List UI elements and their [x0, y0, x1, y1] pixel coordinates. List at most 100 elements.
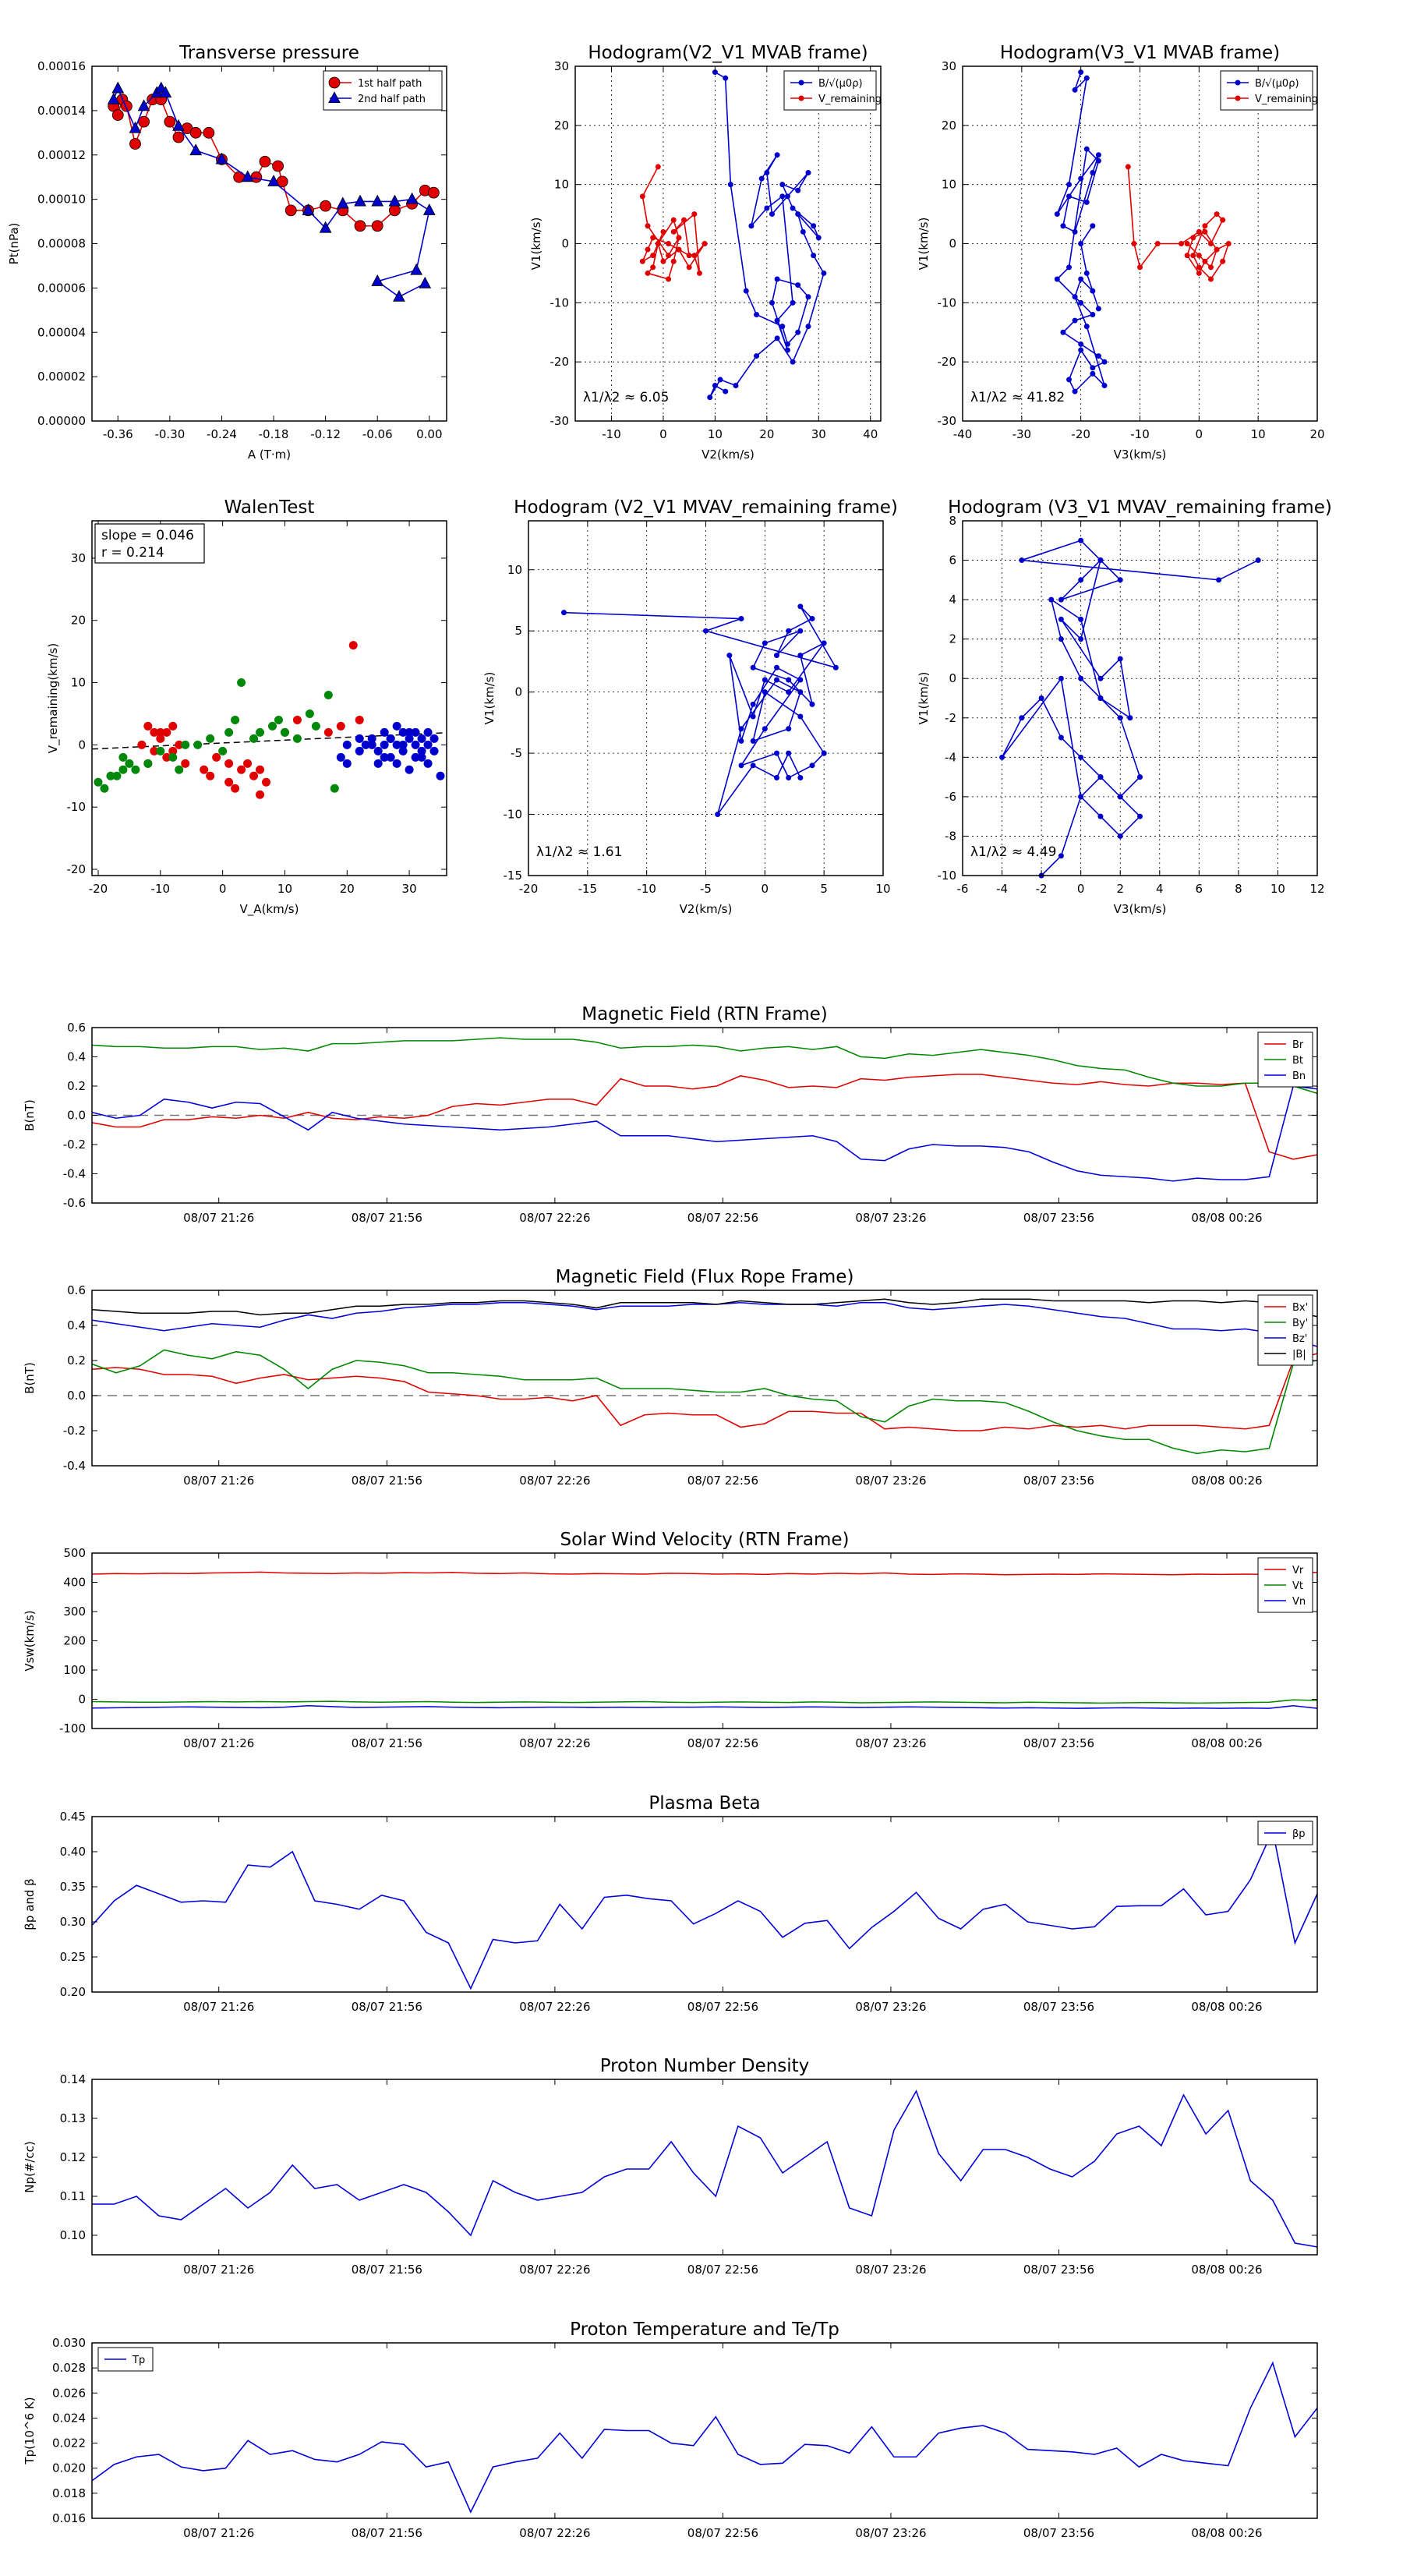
legend: Bx' By' Bz' |B| — [1257, 1294, 1313, 1366]
x-tick-label: 10 — [1270, 882, 1285, 896]
data-point — [1196, 270, 1202, 276]
plot-frame — [528, 520, 884, 876]
y-tick-label: -8 — [945, 829, 956, 843]
data-point — [336, 752, 345, 762]
x-tick-label: -5 — [700, 882, 712, 896]
y-tick-label: 0.0 — [67, 1109, 86, 1123]
x-tick-label: 08/07 23:56 — [1023, 1211, 1094, 1225]
data-point — [1072, 388, 1078, 395]
x-tick-label: 08/08 00:26 — [1191, 1211, 1262, 1225]
annotation-text: r = 0.214 — [101, 545, 164, 561]
data-point — [1095, 157, 1101, 164]
y-tick-label: -15 — [504, 869, 523, 883]
x-tick-label: 20 — [340, 882, 355, 896]
x-tick-label: 20 — [1309, 427, 1324, 441]
data-point — [267, 721, 277, 731]
data-point — [436, 771, 445, 780]
y-tick-label: -20 — [938, 355, 957, 369]
data-point — [733, 383, 739, 388]
y-tick-label: 10 — [507, 563, 522, 577]
legend-label: Bx' — [1292, 1302, 1308, 1314]
data-point — [1083, 324, 1090, 330]
data-point — [342, 759, 352, 768]
data-point — [738, 616, 744, 622]
data-point — [1131, 241, 1137, 246]
data-point — [707, 395, 713, 401]
x-tick-label: 0 — [762, 882, 769, 896]
data-point — [1117, 715, 1123, 721]
data-point — [1078, 347, 1084, 353]
x-tick-label: -0.24 — [207, 427, 237, 441]
y-tick-label: 0.00000 — [37, 414, 86, 428]
data-point — [189, 143, 203, 156]
data-point — [1184, 253, 1190, 259]
data-point — [1083, 146, 1090, 152]
data-point — [696, 270, 702, 276]
x-tick-label: 08/07 22:56 — [687, 2000, 758, 2014]
annotation-text: slope = 0.046 — [101, 528, 194, 543]
data-point — [821, 270, 827, 276]
data-point — [723, 75, 729, 81]
data-point — [1117, 577, 1123, 583]
data-point — [774, 276, 780, 282]
y-tick-label: 0.2 — [67, 1353, 86, 1368]
data-point — [750, 763, 756, 769]
data-point — [797, 774, 804, 780]
y-tick-label: -10 — [67, 800, 87, 814]
legend: Tp — [97, 2347, 154, 2372]
data-point — [237, 678, 246, 688]
plot-frame — [91, 520, 447, 876]
data-point — [1190, 253, 1196, 259]
ticks: 08/07 21:26 08/07 21:56 08/07 22:26 08/07 2… — [59, 1546, 1317, 1750]
y-tick-label: -20 — [67, 862, 87, 876]
x-tick-label: -10 — [602, 427, 621, 441]
legend: Br Bt Bn — [1257, 1031, 1313, 1088]
data-point — [129, 138, 141, 150]
data-point — [670, 228, 677, 235]
data-point — [212, 752, 221, 762]
y-tick-label: 0.11 — [60, 2189, 86, 2203]
legend-label: By' — [1292, 1318, 1308, 1329]
data-point — [1225, 241, 1232, 246]
data-point — [429, 746, 439, 755]
data-point — [200, 765, 209, 774]
chart-title: Transverse pressure — [178, 43, 359, 63]
data-point — [1117, 833, 1123, 839]
data-point — [1214, 211, 1220, 218]
data-point — [1154, 241, 1161, 246]
y-tick-label: 0 — [78, 738, 86, 752]
data-point — [1066, 264, 1072, 271]
plot-frame — [962, 520, 1318, 876]
x-tick-label: -20 — [1071, 427, 1090, 441]
ticks: -6 -4 -2 0 2 4 6 8 10 12 -10 -8 -6 -4 -2 0 2 4 6 8 — [938, 514, 1325, 896]
data-point — [386, 734, 395, 743]
data-point — [1090, 312, 1096, 317]
data-point — [769, 211, 775, 218]
data-point — [137, 740, 147, 749]
data-point — [1054, 276, 1060, 282]
x-tick-label: -6 — [957, 882, 969, 896]
legend-marker — [798, 95, 804, 101]
data-point — [1097, 813, 1104, 819]
x-tick-label: 10 — [708, 427, 723, 441]
data-point — [786, 689, 792, 695]
series-line — [92, 2089, 1318, 2248]
grid-lines — [575, 65, 881, 422]
data-point — [411, 740, 420, 749]
data-point — [284, 204, 297, 217]
chart-title: Plasma Beta — [648, 1793, 760, 1813]
y-axis-label: Np(#/cc) — [23, 2141, 37, 2193]
data-point — [367, 740, 376, 749]
grid-lines — [528, 521, 884, 876]
data-point — [131, 765, 140, 774]
data-point — [423, 759, 433, 768]
y-axis-label: Tp(10^6 K) — [23, 2397, 37, 2465]
data-point — [1125, 164, 1131, 170]
series-line — [1001, 540, 1259, 876]
x-tick-label: -20 — [519, 882, 539, 896]
data-point — [666, 253, 672, 259]
series-bz- — [91, 1301, 1318, 1347]
data-point — [206, 771, 215, 780]
